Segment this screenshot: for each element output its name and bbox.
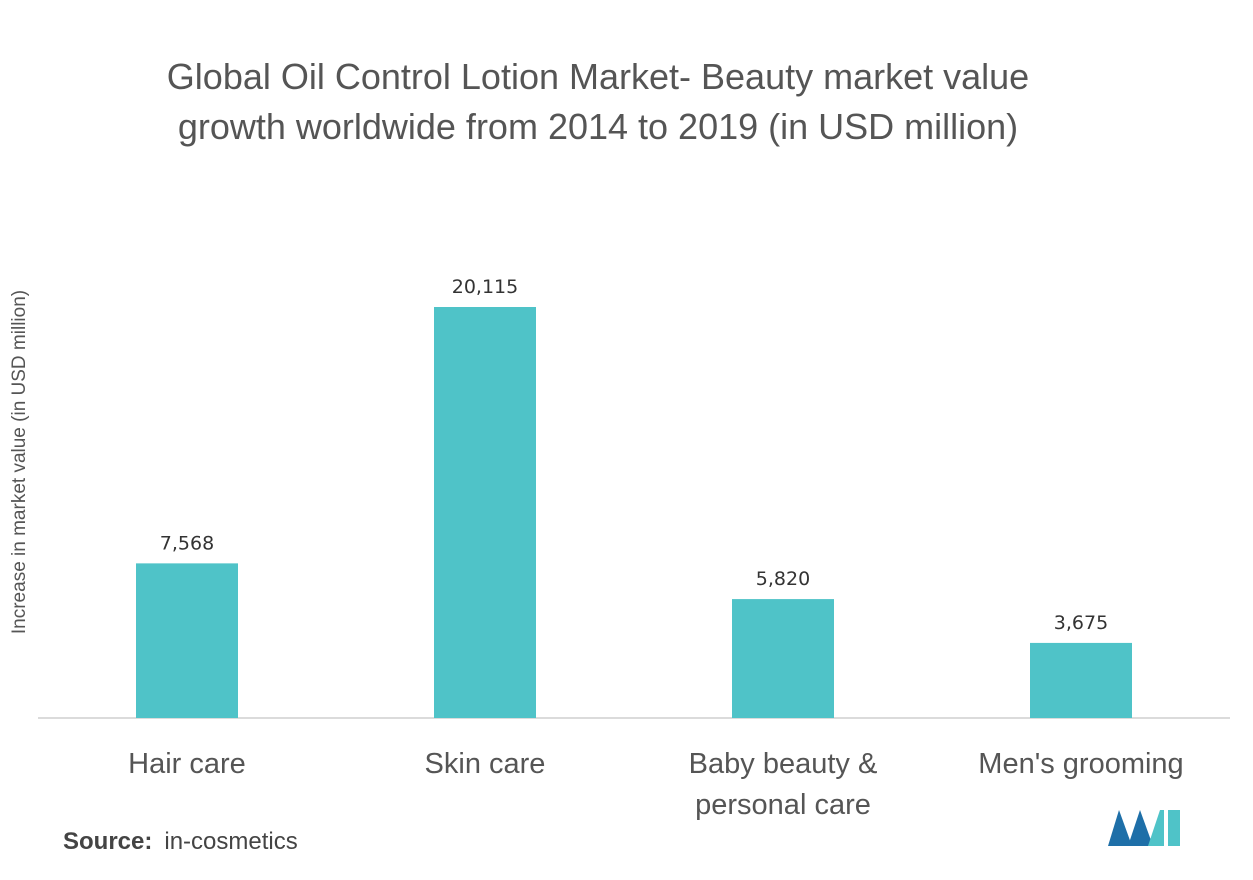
value-label-0: 7,568	[160, 532, 214, 554]
source-label: Source:	[63, 828, 153, 855]
source-note: Source: in-cosmetics	[63, 828, 298, 856]
bar-0	[136, 563, 238, 718]
value-label-3: 3,675	[1054, 612, 1108, 634]
mordor-intelligence-logo-icon	[1108, 810, 1180, 846]
chart-title: Global Oil Control Lotion Market- Beauty…	[0, 52, 1196, 152]
logo-shape-accent	[1148, 810, 1164, 846]
value-label-1: 20,115	[452, 276, 518, 298]
bar-1	[434, 307, 536, 718]
logo-shape-left	[1108, 810, 1132, 846]
category-label-2-line-1: personal care	[695, 789, 871, 821]
category-label-2: Baby beauty &	[689, 748, 878, 780]
source-value: in-cosmetics	[164, 828, 298, 855]
category-label-0: Hair care	[128, 748, 246, 780]
logo-shape-middle	[1128, 810, 1153, 846]
value-label-2: 5,820	[756, 568, 810, 590]
chart-title-line-2: growth worldwide from 2014 to 2019 (in U…	[177, 106, 1019, 147]
logo-shape-right	[1168, 810, 1180, 846]
category-label-3: Men's grooming	[978, 748, 1183, 780]
bars-group: 7,568 Hair care 20,115 Skin care 5,820 Baby b…	[128, 276, 1184, 821]
chart-title-line-1: Global Oil Control Lotion Market- Beauty…	[166, 56, 1030, 97]
bar-2	[732, 599, 834, 718]
category-label-1: Skin care	[425, 748, 546, 780]
bar-3	[1030, 642, 1132, 718]
